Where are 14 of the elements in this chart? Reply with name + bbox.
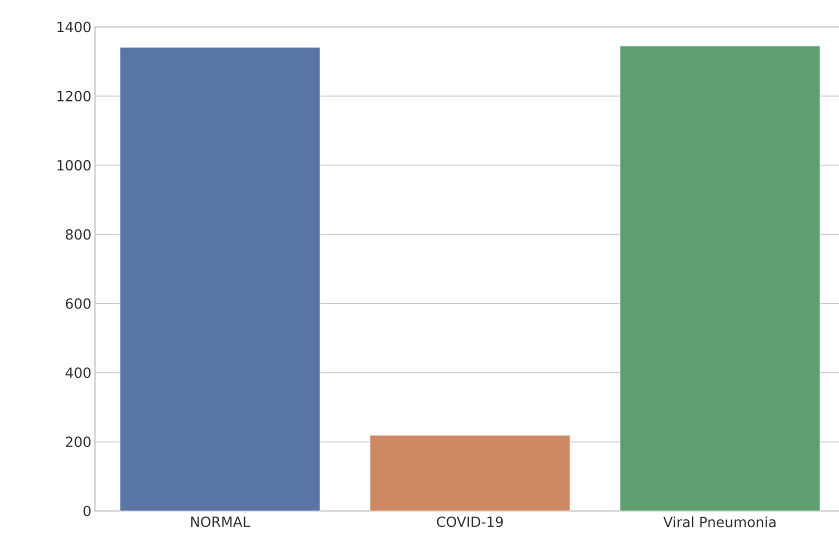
bar — [120, 47, 320, 512]
y-tick-label: 0 — [84, 506, 91, 516]
x-tick-label: COVID-19 — [436, 516, 503, 528]
y-tick-label: 400 — [66, 367, 91, 378]
x-tick-label: Viral Pneumonia — [663, 516, 776, 528]
y-tick-label: 200 — [66, 436, 91, 448]
bar — [370, 435, 570, 512]
y-tick-label: 1200 — [58, 90, 91, 102]
y-tick-label: 1000 — [58, 160, 91, 171]
y-tick-label: 1400 — [58, 22, 91, 32]
bar — [620, 46, 820, 512]
y-tick-label: 600 — [66, 298, 91, 309]
y-tick-label: 800 — [66, 229, 91, 240]
x-tick-label: NORMAL — [191, 516, 250, 528]
